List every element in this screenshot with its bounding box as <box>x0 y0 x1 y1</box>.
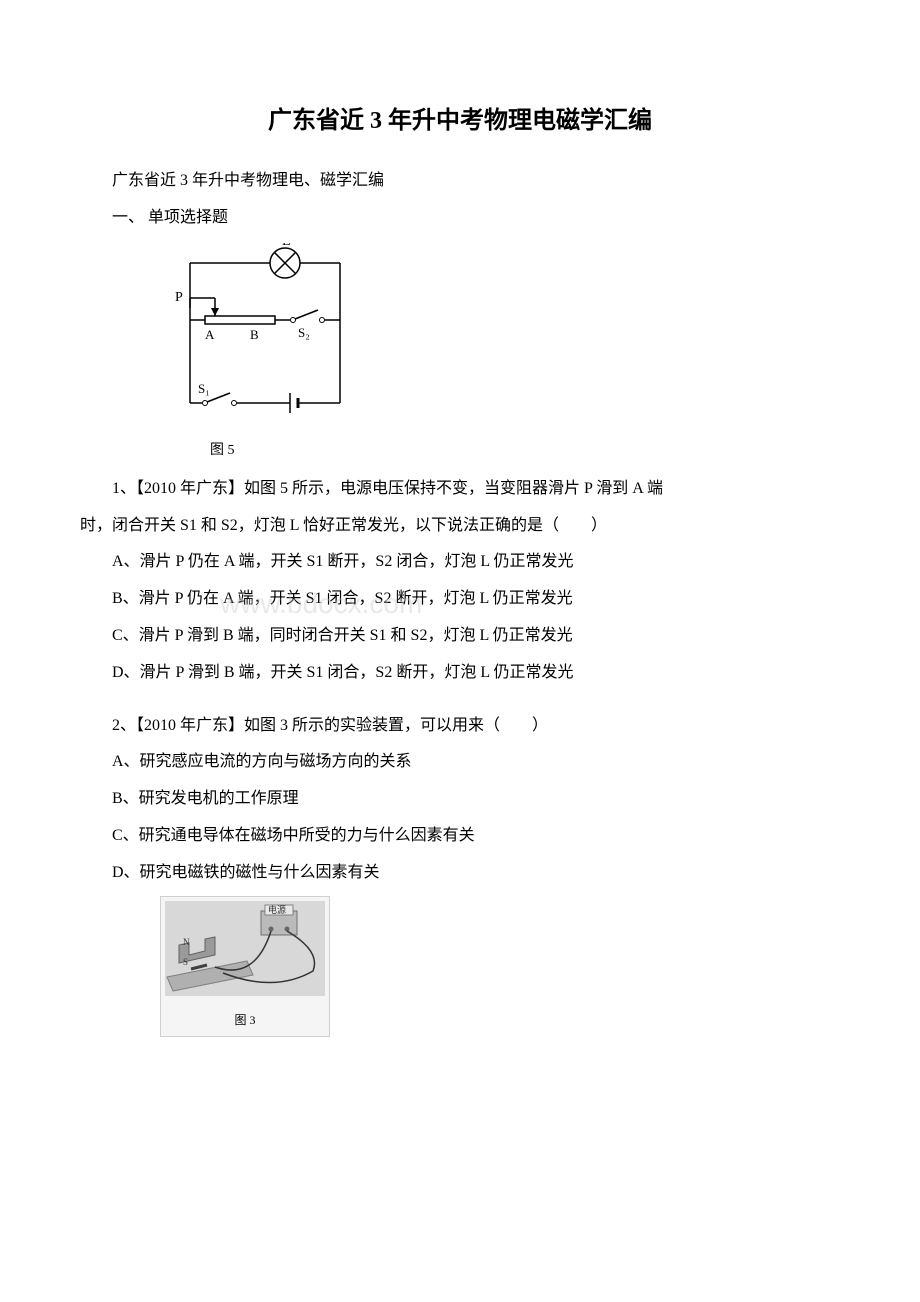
svg-text:S: S <box>183 957 188 967</box>
figure3-caption: 图 3 <box>165 1010 325 1032</box>
section-heading: 一、 单项选择题 <box>80 204 840 233</box>
figure5-caption: 图 5 <box>210 438 840 463</box>
terminal-b-label: B <box>250 327 259 342</box>
question-1: 1、【2010 年广东】如图 5 所示，电源电压保持不变，当变阻器滑片 P 滑到… <box>80 475 840 688</box>
terminal-a-label: A <box>205 327 215 342</box>
q1-option-a: A、滑片 P 仍在 A 端，开关 S1 断开，S2 闭合，灯泡 L 仍正常发光 <box>80 548 840 577</box>
figure3: N S 电源 图 3 <box>160 896 840 1037</box>
q1-option-b: B、滑片 P 仍在 A 端，开关 S1 闭合，S2 断开，灯泡 L 仍正常发光 <box>80 585 840 614</box>
switch-s1-label: S₁ <box>198 381 210 396</box>
subtitle: 广东省近 3 年升中考物理电、磁学汇编 <box>80 167 840 196</box>
q1-header-line2: 时，闭合开关 S1 和 S2，灯泡 L 恰好正常发光，以下说法正确的是（ ） <box>80 512 840 541</box>
q1-header-line1: 1、【2010 年广东】如图 5 所示，电源电压保持不变，当变阻器滑片 P 滑到… <box>80 475 840 504</box>
power-badge: 电源 <box>268 904 286 915</box>
page-title: 广东省近 3 年升中考物理电磁学汇编 <box>80 100 840 143</box>
q2-option-b: B、研究发电机的工作原理 <box>80 785 840 814</box>
q1-option-d: D、滑片 P 滑到 B 端，开关 S1 闭合，S2 断开，灯泡 L 仍正常发光 <box>80 659 840 688</box>
q2-option-c: C、研究通电导体在磁场中所受的力与什么因素有关 <box>80 822 840 851</box>
q2-header: 2、【2010 年广东】如图 3 所示的实验装置，可以用来（ ） <box>80 712 840 741</box>
q1-option-c: C、滑片 P 滑到 B 端，同时闭合开关 S1 和 S2，灯泡 L 仍正常发光 <box>80 622 840 651</box>
q2-option-a: A、研究感应电流的方向与磁场方向的关系 <box>80 748 840 777</box>
q2-option-d: D、研究电磁铁的磁性与什么因素有关 <box>80 859 840 888</box>
svg-text:N: N <box>183 937 190 947</box>
slider-p-label: P <box>175 290 183 305</box>
circuit-diagram-figure5: L P A B S₂ <box>160 243 840 434</box>
switch-s2-label: S₂ <box>298 325 310 340</box>
question-2: 2、【2010 年广东】如图 3 所示的实验装置，可以用来（ ） A、研究感应电… <box>80 712 840 1037</box>
lamp-label: L <box>282 243 291 249</box>
